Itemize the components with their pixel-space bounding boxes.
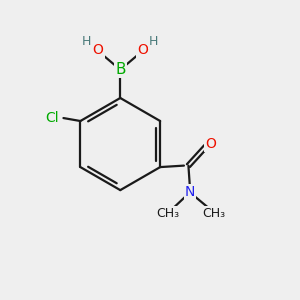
Text: Cl: Cl: [45, 111, 59, 125]
Text: B: B: [115, 62, 125, 77]
Text: CH₃: CH₃: [203, 207, 226, 220]
Text: N: N: [185, 185, 195, 200]
Text: O: O: [205, 137, 216, 151]
Text: O: O: [137, 44, 148, 57]
Text: H: H: [82, 35, 92, 48]
Text: H: H: [149, 35, 159, 48]
Text: CH₃: CH₃: [156, 207, 179, 220]
Text: O: O: [92, 44, 104, 57]
